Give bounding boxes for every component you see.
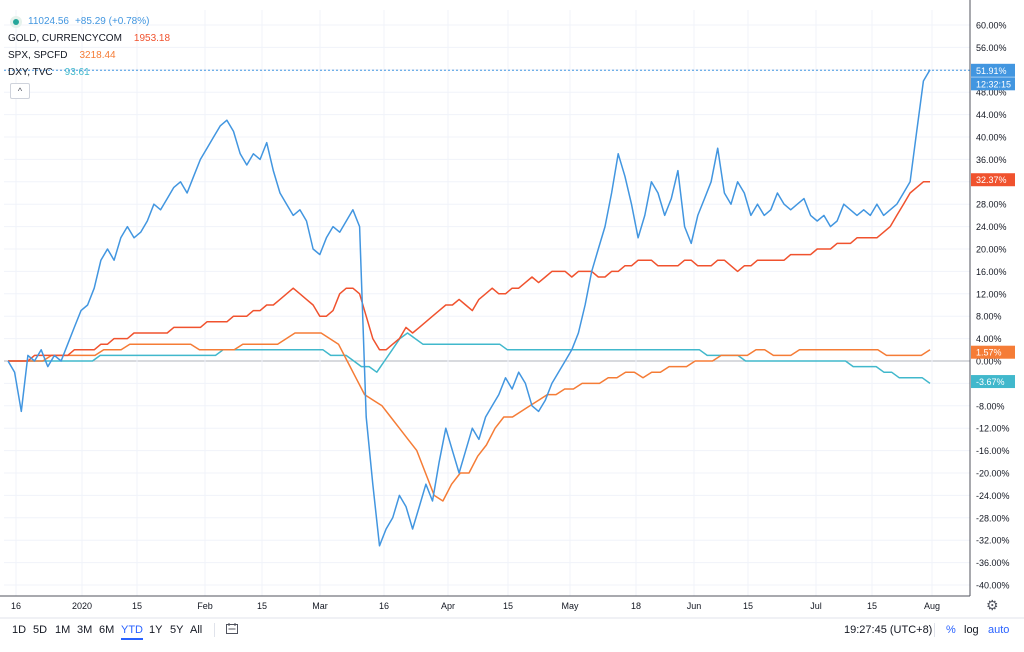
status-dot-icon [10, 15, 22, 28]
series-line [8, 181, 930, 362]
x-tick-label: Feb [197, 601, 213, 611]
x-tick-label: 15 [867, 601, 877, 611]
legend-value-dxy: 93.61 [64, 67, 90, 78]
x-tick-label: May [561, 601, 579, 611]
last-value-text: 1.57% [976, 348, 1002, 358]
range-ytd-button[interactable]: YTD [121, 624, 143, 640]
x-tick-label: 2020 [72, 601, 92, 611]
range-3m-button[interactable]: 3M [77, 624, 93, 636]
range-1y-button[interactable]: 1Y [149, 624, 163, 636]
legend-value-gold: 1953.18 [133, 33, 171, 44]
x-tick-label: Aug [924, 601, 940, 611]
y-tick-label: -20.00% [976, 469, 1010, 479]
y-tick-label: -36.00% [976, 558, 1010, 568]
x-tick-label: 15 [743, 601, 753, 611]
series-line [7, 69, 931, 547]
x-tick-label: Mar [312, 601, 328, 611]
y-tick-label: -24.00% [976, 491, 1010, 501]
range-all-button[interactable]: All [190, 624, 203, 636]
range-5y-button[interactable]: 5Y [170, 624, 184, 636]
y-tick-label: 44.00% [976, 110, 1007, 120]
y-tick-label: 28.00% [976, 200, 1007, 210]
y-tick-label: -12.00% [976, 424, 1010, 434]
auto-scale-toggle[interactable]: auto [988, 624, 1010, 636]
y-tick-label: -28.00% [976, 513, 1010, 523]
y-tick-label: 60.00% [976, 21, 1007, 31]
y-tick-label: 12.00% [976, 289, 1007, 299]
x-tick-label: 15 [257, 601, 267, 611]
legend-row-gold[interactable]: GOLD, CURRENCYCOM 1953.18 [8, 30, 170, 47]
last-value-badge [971, 173, 1015, 187]
clock-time[interactable]: 19:27:45 (UTC+8) [844, 624, 933, 636]
series-lines [7, 69, 931, 547]
last-value-labels: 51.91% 32.37% 1.57% -3.67% 12:32:15 [971, 63, 1015, 389]
price-axis[interactable]: 60.00%56.00%52.00%48.00%44.00%40.00%36.0… [969, 0, 1010, 596]
x-tick-label: Apr [441, 601, 455, 611]
y-tick-label: -40.00% [976, 581, 1010, 591]
percent-scale-toggle[interactable]: % [946, 624, 956, 636]
y-tick-label: -8.00% [976, 401, 1005, 411]
x-tick-label: Jun [687, 601, 702, 611]
range-5d-button[interactable]: 5D [33, 624, 48, 636]
legend-value-spx: 3218.44 [79, 50, 116, 61]
last-value-badge [971, 345, 1015, 359]
settings-gear-icon[interactable]: ⚙ [986, 597, 999, 613]
last-value-text: 32.37% [976, 175, 1007, 185]
legend-row-dxy[interactable]: DXY, TVC 93.61 [8, 64, 170, 81]
legend-main-row: 11024.56 +85.29 (+0.78%) [8, 13, 170, 30]
legend-collapse-button[interactable]: ^ [10, 83, 30, 99]
x-tick-label: 15 [132, 601, 142, 611]
legend-row-spx[interactable]: SPX, SPCFD 3218.44 [8, 47, 170, 64]
legend-main-change: +85.29 (+0.78%) [74, 16, 150, 27]
x-tick-label: Jul [810, 601, 822, 611]
toolbar-divider [934, 623, 935, 637]
legend-symbol-dxy: DXY, TVC [8, 67, 53, 78]
last-value-text: 51.91% [976, 66, 1007, 76]
last-value-badge [971, 375, 1015, 389]
y-tick-label: 0.00% [976, 357, 1002, 367]
y-tick-label: 4.00% [976, 334, 1002, 344]
y-tick-label: 16.00% [976, 267, 1007, 277]
y-tick-label: 24.00% [976, 222, 1007, 232]
y-tick-label: 20.00% [976, 245, 1007, 255]
toolbar-divider [214, 623, 215, 637]
log-scale-toggle[interactable]: log [964, 624, 979, 636]
y-tick-label: 56.00% [976, 43, 1007, 53]
legend-symbol-gold: GOLD, CURRENCYCOM [8, 33, 122, 44]
x-tick-label: 16 [11, 601, 21, 611]
y-tick-label: 40.00% [976, 133, 1007, 143]
crosshair-time-badge [971, 77, 1015, 91]
legend-main-value: 11024.56 [28, 16, 69, 27]
x-tick-label: 16 [379, 601, 389, 611]
series-line [8, 332, 931, 385]
y-tick-label: -32.00% [976, 536, 1010, 546]
y-tick-label: 36.00% [976, 155, 1007, 165]
range-6m-button[interactable]: 6M [99, 624, 115, 636]
legend-symbol-spx: SPX, SPCFD [8, 50, 68, 61]
grid-lines [4, 10, 970, 596]
y-tick-label: 48.00% [976, 88, 1007, 98]
range-1d-button[interactable]: 1D [12, 624, 27, 636]
last-value-badge [971, 63, 1015, 77]
date-range-icon[interactable] [226, 623, 238, 634]
legend: 11024.56 +85.29 (+0.78%) GOLD, CURRENCYC… [8, 13, 170, 99]
x-tick-label: 18 [631, 601, 641, 611]
bottom-toolbar: 1D 5D 1M 3M 6M YTD 1Y 5Y All 19:27:45 (U… [0, 618, 1024, 644]
series-line [8, 332, 931, 502]
y-tick-label: 8.00% [976, 312, 1002, 322]
time-axis[interactable]: 16 2020 15 Feb 15 Mar 16 Apr 15 May 18 Jun 15 Jul 15 Au… [0, 595, 1024, 619]
range-1m-button[interactable]: 1M [55, 624, 71, 636]
last-value-text: -3.67% [976, 377, 1005, 387]
crosshair-time-text: 12:32:15 [976, 79, 1011, 89]
y-tick-label: -16.00% [976, 446, 1010, 456]
x-tick-label: 15 [503, 601, 513, 611]
